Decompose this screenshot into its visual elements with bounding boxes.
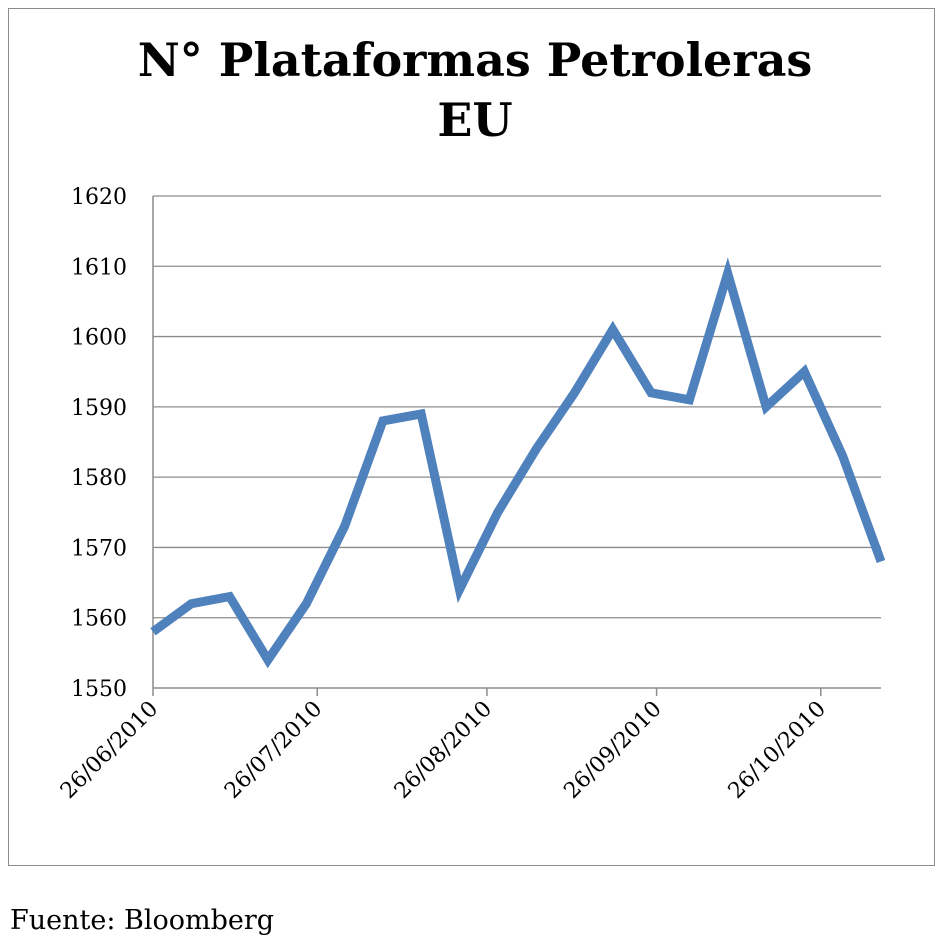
line-chart: 1550 1560 1570 1580 1590 1600 1610 1620 26/06/20… (56, 185, 886, 804)
y-tick-label: 1570 (71, 536, 127, 561)
y-tick-label: 1600 (71, 326, 127, 351)
x-tick-label: 26/10/2010 (724, 697, 831, 804)
y-tick-label: 1550 (71, 677, 127, 702)
chart-title-line-1: N° Plataformas Petroleras (137, 33, 813, 87)
series-line (150, 257, 886, 669)
source-note: Fuente: Bloomberg (10, 905, 275, 936)
y-tick-label: 1590 (71, 396, 127, 421)
x-tick-label: 26/07/2010 (220, 697, 327, 804)
y-tick-label: 1620 (71, 185, 127, 210)
y-tick-label: 1580 (71, 466, 127, 491)
x-tick-label: 26/08/2010 (390, 697, 497, 804)
y-tick-label: 1560 (71, 607, 127, 632)
y-tick-label: 1610 (71, 255, 127, 280)
x-tick-label: 26/09/2010 (559, 697, 666, 804)
chart-title-line-2: EU (437, 93, 513, 147)
x-tick-label: 26/06/2010 (56, 697, 163, 804)
chart-frame (8, 8, 935, 866)
chart-title: N° Plataformas Petroleras EU (0, 30, 950, 150)
